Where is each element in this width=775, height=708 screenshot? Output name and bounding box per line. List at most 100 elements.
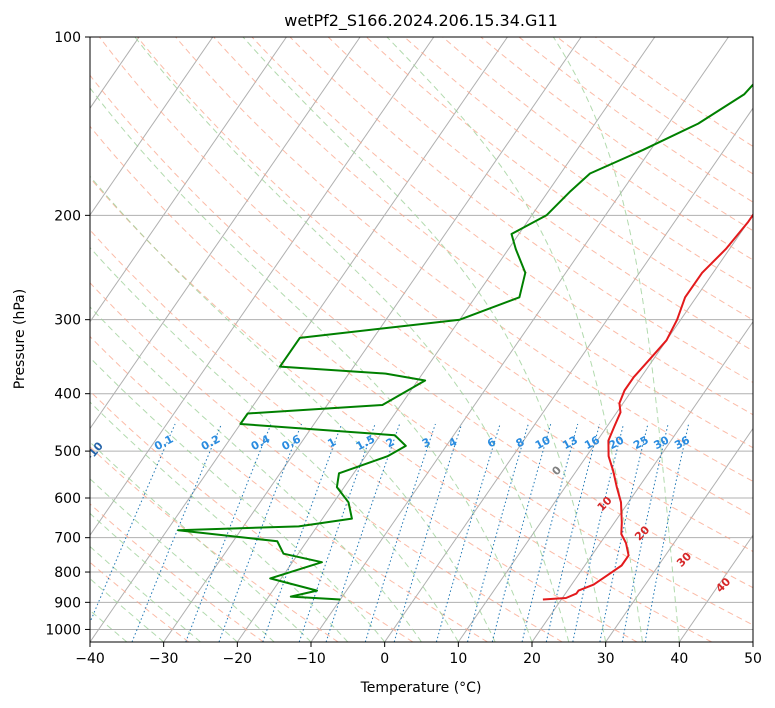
isotherm-line bbox=[605, 427, 753, 642]
mixing-ratio-label: 36 bbox=[672, 433, 692, 452]
mixing-ratio-line bbox=[218, 423, 302, 642]
moist-adiabat-line bbox=[386, 37, 643, 642]
isotherm-line bbox=[90, 37, 214, 216]
dry-adiabat-line bbox=[366, 37, 753, 321]
dry-adiabat-label: -20 bbox=[0, 410, 16, 434]
mixing-ratio-label: 0.1 bbox=[152, 432, 175, 453]
isotherm-line bbox=[531, 320, 753, 642]
dry-adiabat-line bbox=[327, 37, 753, 352]
mixing-ratio-line bbox=[521, 423, 579, 642]
mixing-ratio-line bbox=[364, 423, 436, 642]
isotherm-line bbox=[384, 107, 753, 642]
plot-area: 0.10.20.40.611.52346810131620253036-100-… bbox=[0, 37, 753, 642]
dry-adiabat-line bbox=[90, 125, 753, 626]
dry-adiabat-line bbox=[175, 37, 753, 482]
mixing-ratio-label: 25 bbox=[631, 433, 651, 452]
moist-adiabat-line bbox=[90, 478, 275, 642]
y-tick-label: 900 bbox=[54, 595, 81, 611]
moist-adiabat-label: 10 bbox=[595, 494, 615, 514]
dry-adiabat-line bbox=[90, 561, 190, 642]
moist-adiabat-label: 20 bbox=[632, 523, 652, 543]
isotherm-line bbox=[236, 37, 656, 642]
isotherm-line bbox=[752, 641, 753, 642]
mixing-ratio-label: 13 bbox=[560, 433, 580, 452]
mixing-ratio-line bbox=[298, 423, 376, 642]
y-tick-label: 100 bbox=[54, 30, 81, 46]
moist-adiabat-line bbox=[90, 512, 238, 642]
moist-adiabat-line bbox=[90, 356, 386, 642]
isotherm-line bbox=[90, 37, 361, 430]
moist-adiabat-line bbox=[90, 246, 459, 642]
x-tick-label: −30 bbox=[149, 651, 179, 667]
mixing-ratio-label: 16 bbox=[582, 433, 602, 452]
dry-adiabat-line bbox=[90, 503, 264, 642]
dry-adiabat-line bbox=[90, 282, 563, 642]
chart-title: wetPf2_S166.2024.206.15.34.G11 bbox=[284, 11, 558, 31]
isotherm-line bbox=[163, 37, 582, 642]
dry-adiabat-line bbox=[90, 446, 339, 642]
mixing-ratio-line bbox=[393, 423, 463, 642]
moist-adiabat-line bbox=[90, 175, 496, 642]
moist-adiabat-line bbox=[90, 545, 201, 642]
dewpoint-profile-line bbox=[177, 83, 753, 601]
y-tick-label: 600 bbox=[54, 491, 81, 507]
mixing-ratio-label: 2 bbox=[384, 435, 397, 450]
temperature-profile-line bbox=[542, 213, 753, 601]
moist-adiabat-line bbox=[552, 37, 680, 642]
mixing-ratio-line bbox=[545, 423, 601, 642]
moist-adiabat-line bbox=[90, 306, 422, 642]
dry-adiabat-line bbox=[98, 37, 753, 553]
x-tick-label: 0 bbox=[380, 651, 389, 667]
dry-adiabat-line bbox=[289, 37, 753, 383]
mixing-ratio-line bbox=[131, 423, 222, 642]
dry-adiabat-line bbox=[90, 177, 712, 642]
moist-adiabat-line bbox=[90, 441, 312, 642]
mixing-ratio-line bbox=[467, 423, 529, 642]
dry-adiabat-line bbox=[594, 37, 753, 147]
y-tick-label: 300 bbox=[54, 313, 81, 329]
dry-adiabat-line bbox=[90, 74, 753, 589]
dry-adiabat-line bbox=[556, 37, 753, 175]
mixing-ratio-line bbox=[599, 423, 649, 642]
dry-adiabat-line bbox=[90, 229, 638, 642]
dry-adiabat-line bbox=[90, 335, 488, 642]
moist-adiabat-line bbox=[242, 37, 607, 642]
isotherm-line bbox=[90, 37, 435, 537]
mixing-ratio-label: 20 bbox=[607, 433, 627, 452]
x-axis-title: Temperature (°C) bbox=[360, 680, 482, 696]
moist-adiabat-line bbox=[90, 87, 533, 642]
mixing-ratio-line bbox=[262, 423, 343, 642]
moist-adiabat-label: 30 bbox=[674, 549, 694, 569]
y-tick-label: 700 bbox=[54, 531, 81, 547]
dry-adiabat-line bbox=[137, 37, 753, 517]
mixing-ratio-label: 1.5 bbox=[354, 432, 377, 453]
y-tick-label: 800 bbox=[54, 565, 81, 581]
x-axis: −40 −30 −20 −10 0 10 20 30 40 50 bbox=[75, 642, 762, 667]
dry-adiabat-line bbox=[90, 390, 414, 642]
dry-adiabat-line bbox=[518, 37, 753, 203]
mixing-ratio-line bbox=[491, 423, 552, 642]
dry-adiabat-line bbox=[442, 37, 753, 261]
moist-adiabat-line bbox=[90, 401, 349, 642]
moist-adiabat-line bbox=[90, 578, 165, 642]
isotherm-line bbox=[90, 37, 287, 323]
mixing-ratio-line bbox=[644, 423, 690, 642]
mixing-ratio-label: 30 bbox=[652, 433, 672, 452]
y-axis-title: Pressure (hPa) bbox=[12, 289, 28, 389]
x-tick-label: −40 bbox=[75, 651, 105, 667]
moist-adiabat-label: 40 bbox=[713, 575, 733, 595]
x-tick-label: 30 bbox=[597, 651, 615, 667]
y-axis: 100 200 300 400 500 600 700 800 900 1000 bbox=[45, 30, 90, 638]
y-tick-label: 500 bbox=[54, 444, 81, 460]
x-tick-label: −20 bbox=[223, 651, 253, 667]
x-tick-label: −10 bbox=[296, 651, 326, 667]
y-tick-label: 1000 bbox=[45, 622, 81, 638]
dry-adiabat-line bbox=[251, 37, 753, 416]
y-tick-label: 400 bbox=[54, 387, 81, 403]
mixing-ratio-line bbox=[185, 423, 272, 642]
plot-frame bbox=[89, 36, 754, 643]
mixing-ratio-label: 0.2 bbox=[199, 433, 222, 454]
x-tick-label: 10 bbox=[449, 651, 467, 667]
mixing-ratio-label: 4 bbox=[446, 435, 459, 450]
